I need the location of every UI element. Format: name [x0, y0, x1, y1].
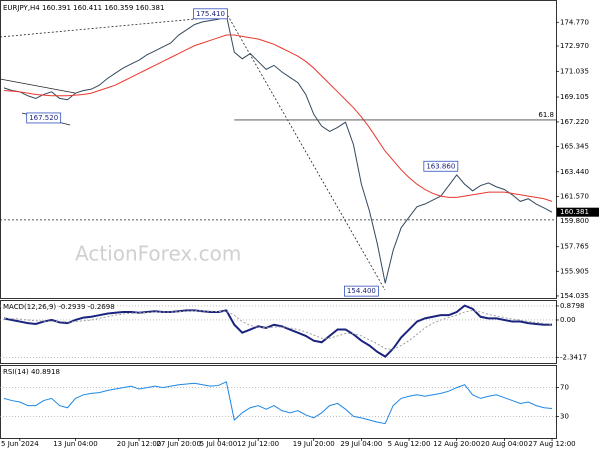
annotation-label: 154.400 — [347, 287, 376, 295]
y-tick-label: 167.220 — [560, 118, 589, 126]
rsi-title: RSI(14) 40.8918 — [3, 368, 60, 376]
y-tick-label: 0.8798 — [560, 302, 585, 310]
price-pane — [0, 0, 557, 299]
series-line — [3, 309, 553, 350]
series-line — [3, 14, 553, 284]
watermark: ActionForex.com — [75, 242, 241, 266]
rsi-pane — [0, 365, 557, 439]
x-tick-label: 29 Jul 04:00 — [340, 440, 382, 448]
last-price-label: 160.381 — [560, 208, 589, 216]
y-tick-label: 171.035 — [560, 68, 589, 76]
y-tick-label: 0.00 — [560, 316, 576, 324]
y-tick-label: 155.905 — [560, 267, 589, 275]
x-tick-label: 19 Jul 20:00 — [293, 440, 335, 448]
y-tick-label: -2.3417 — [560, 353, 587, 361]
y-tick-label: 154.035 — [560, 292, 589, 300]
zigzag-line — [0, 15, 386, 291]
fib-label: 61.8 — [538, 111, 554, 119]
y-tick-label: 70 — [560, 384, 569, 392]
y-tick-label: 165.345 — [560, 143, 589, 151]
hline-label: 159.800 — [560, 217, 589, 225]
annotation-label: 167.520 — [29, 114, 58, 122]
x-tick-label: 27 Aug 12:00 — [528, 440, 575, 448]
chart-title: EURJPY,H4 160.391 160.411 160.359 160.38… — [3, 4, 164, 12]
x-tick-label: 27 Jun 20:00 — [156, 440, 200, 448]
y-tick-label: 172.970 — [560, 42, 589, 50]
y-tick-label: 163.440 — [560, 168, 589, 176]
y-tick-label: 174.770 — [560, 18, 589, 26]
x-tick-label: 20 Aug 04:00 — [481, 440, 528, 448]
y-tick-label: 169.105 — [560, 93, 589, 101]
x-tick-label: 5 Jul 04:00 — [200, 440, 238, 448]
annotation-box — [343, 285, 379, 297]
series-line — [3, 304, 553, 358]
x-tick-label: 20 Jun 12:00 — [117, 440, 161, 448]
y-tick-label: 30 — [560, 412, 569, 420]
annotation-label: 175.410 — [196, 10, 225, 18]
annotation-label: 163.860 — [426, 162, 455, 170]
macd-pane — [0, 300, 557, 364]
x-tick-label: 5 Jun 2024 — [1, 440, 39, 448]
annotation-box — [193, 8, 228, 20]
last-price-box — [557, 207, 599, 217]
x-tick-label: 12 Jul 12:00 — [237, 440, 279, 448]
annotation-box — [423, 160, 459, 172]
x-tick-label: 5 Aug 12:00 — [388, 440, 431, 448]
annotation-box — [26, 112, 62, 124]
y-tick-label: 161.570 — [560, 192, 589, 200]
series-line — [3, 381, 553, 425]
series-line — [3, 34, 553, 202]
x-tick-label: 13 Jun 04:00 — [53, 440, 97, 448]
channel-line — [0, 78, 76, 94]
x-tick-label: 12 Aug 20:00 — [433, 440, 480, 448]
macd-title: MACD(12,26,9) -0.2939 -0.2698 — [3, 303, 115, 311]
y-tick-label: 157.765 — [560, 243, 589, 251]
